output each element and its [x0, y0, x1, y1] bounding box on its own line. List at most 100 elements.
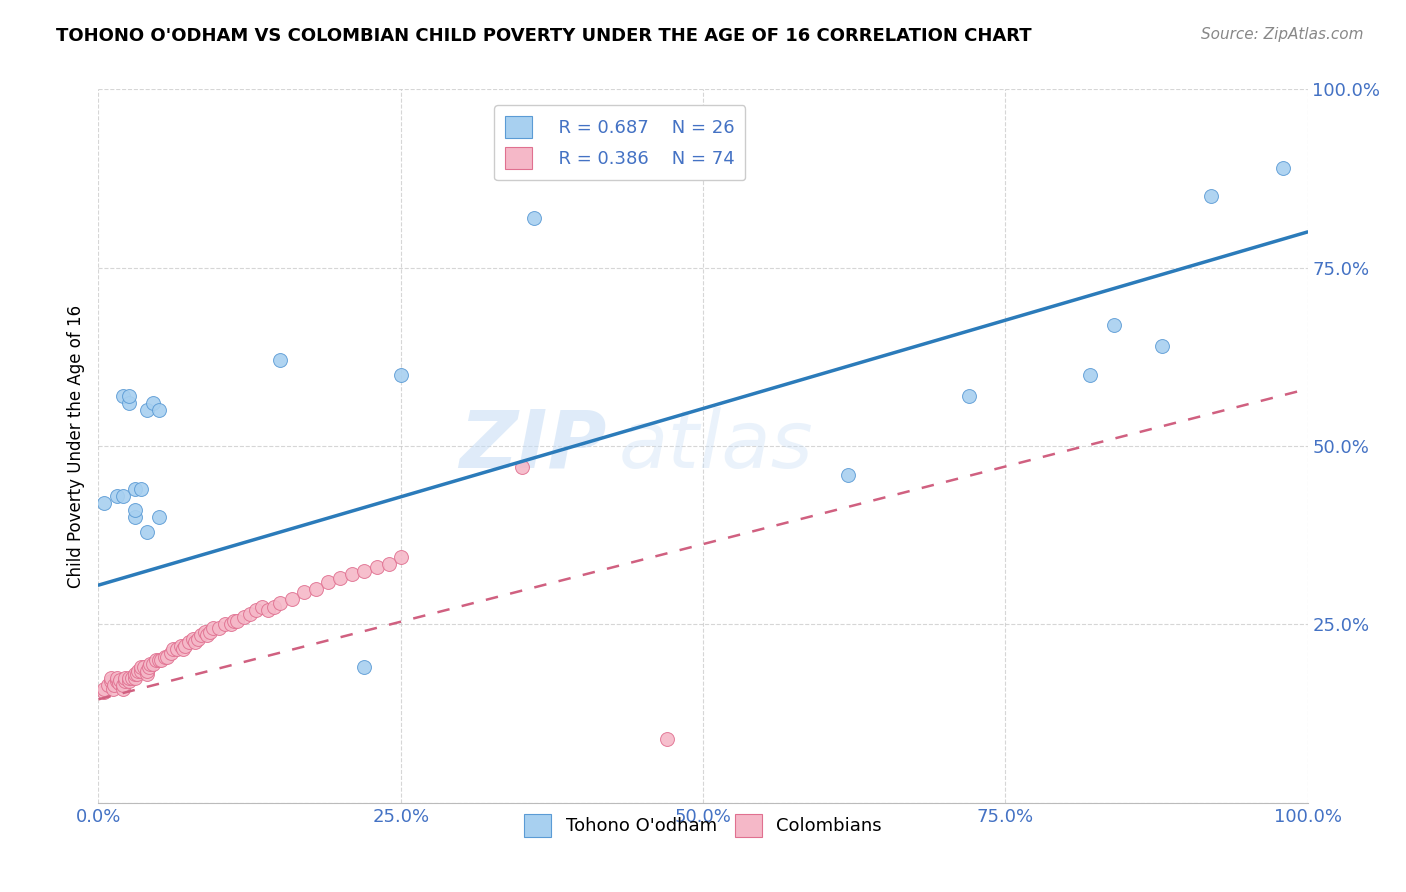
Point	[135, 664, 157, 678]
Point	[353, 660, 375, 674]
Point	[239, 607, 262, 621]
Text: Source: ZipAtlas.com: Source: ZipAtlas.com	[1201, 27, 1364, 42]
Point	[245, 603, 267, 617]
Text: ZIP: ZIP	[458, 407, 606, 485]
Point	[281, 592, 304, 607]
Point	[160, 646, 183, 660]
Point	[187, 632, 209, 646]
Point	[105, 489, 128, 503]
Point	[172, 642, 194, 657]
Point	[353, 564, 375, 578]
Point	[124, 482, 146, 496]
Legend: Tohono O'odham, Colombians: Tohono O'odham, Colombians	[517, 807, 889, 844]
Point	[135, 667, 157, 681]
Point	[1272, 161, 1295, 175]
Point	[837, 467, 859, 482]
Point	[389, 368, 412, 382]
Point	[103, 678, 125, 692]
Point	[118, 674, 141, 689]
Point	[166, 642, 188, 657]
Point	[174, 639, 197, 653]
Point	[510, 460, 533, 475]
Point	[179, 635, 201, 649]
Point	[194, 624, 217, 639]
Point	[269, 353, 291, 368]
Point	[101, 681, 124, 696]
Text: atlas: atlas	[619, 407, 813, 485]
Point	[1152, 339, 1174, 353]
Point	[198, 624, 221, 639]
Point	[1199, 189, 1222, 203]
Point	[93, 681, 115, 696]
Point	[124, 510, 146, 524]
Point	[1102, 318, 1125, 332]
Point	[111, 389, 134, 403]
Point	[232, 610, 254, 624]
Point	[142, 396, 165, 410]
Point	[329, 571, 352, 585]
Point	[135, 524, 157, 539]
Point	[181, 632, 204, 646]
Point	[129, 664, 152, 678]
Point	[139, 657, 162, 671]
Point	[305, 582, 328, 596]
Point	[148, 510, 170, 524]
Point	[134, 660, 156, 674]
Point	[523, 211, 546, 225]
Point	[127, 664, 149, 678]
Point	[342, 567, 364, 582]
Point	[214, 617, 236, 632]
Point	[108, 676, 131, 690]
Point	[377, 557, 399, 571]
Point	[222, 614, 245, 628]
Point	[316, 574, 339, 589]
Point	[142, 657, 165, 671]
Point	[127, 667, 149, 681]
Point	[256, 603, 278, 617]
Point	[150, 653, 173, 667]
Point	[226, 614, 249, 628]
Point	[124, 671, 146, 685]
Point	[118, 671, 141, 685]
Point	[148, 653, 170, 667]
Point	[114, 671, 136, 685]
Y-axis label: Child Poverty Under the Age of 16: Child Poverty Under the Age of 16	[66, 304, 84, 588]
Point	[100, 671, 122, 685]
Point	[105, 674, 128, 689]
Point	[292, 585, 315, 599]
Point	[118, 396, 141, 410]
Point	[97, 678, 120, 692]
Point	[389, 549, 412, 564]
Point	[195, 628, 218, 642]
Point	[162, 642, 184, 657]
Point	[263, 599, 285, 614]
Point	[148, 403, 170, 417]
Point	[366, 560, 388, 574]
Point	[124, 503, 146, 517]
Point	[124, 667, 146, 681]
Point	[1078, 368, 1101, 382]
Point	[121, 671, 143, 685]
Point	[184, 635, 207, 649]
Point	[250, 599, 273, 614]
Point	[129, 660, 152, 674]
Point	[145, 653, 167, 667]
Point	[108, 673, 131, 687]
Point	[111, 489, 134, 503]
Point	[129, 482, 152, 496]
Point	[957, 389, 980, 403]
Point	[118, 389, 141, 403]
Point	[190, 628, 212, 642]
Point	[153, 649, 176, 664]
Point	[138, 660, 160, 674]
Point	[93, 496, 115, 510]
Point	[156, 649, 179, 664]
Point	[114, 674, 136, 689]
Point	[655, 731, 678, 746]
Point	[269, 596, 291, 610]
Point	[135, 403, 157, 417]
Point	[221, 617, 243, 632]
Point	[105, 671, 128, 685]
Point	[111, 678, 134, 692]
Point	[208, 621, 231, 635]
